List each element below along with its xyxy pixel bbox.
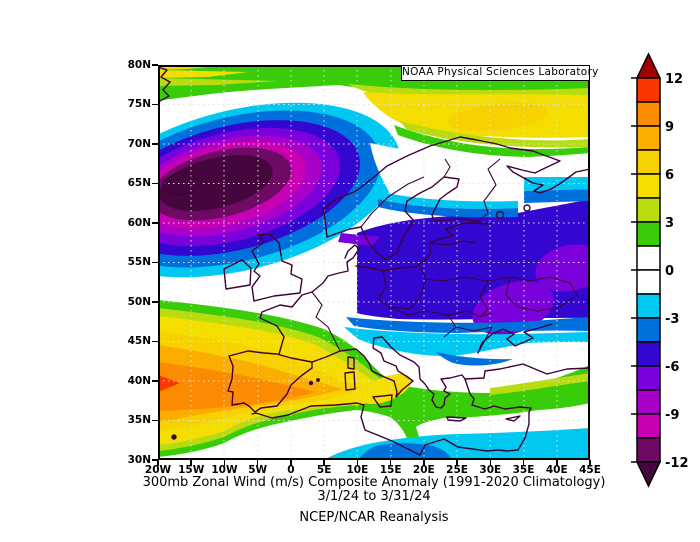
colorbar-tick-label: -6 bbox=[665, 360, 679, 375]
lat-tick-mark bbox=[152, 419, 158, 422]
lon-tick-mark bbox=[423, 460, 425, 466]
lat-tick-mark bbox=[152, 340, 158, 343]
colorbar-segment bbox=[636, 413, 661, 439]
lon-tick-mark bbox=[522, 460, 525, 466]
colorbar-tick-label: 6 bbox=[665, 168, 674, 183]
lon-tick-label: 10W bbox=[211, 464, 238, 476]
lat-tick-label: 45N bbox=[127, 335, 151, 347]
lon-tick-mark bbox=[556, 460, 558, 466]
colorbar-segment bbox=[636, 317, 661, 343]
lat-tick-mark bbox=[152, 380, 158, 382]
colorbar-segment bbox=[636, 341, 661, 367]
lat-tick-mark bbox=[152, 182, 158, 185]
lon-tick-label: 5W bbox=[248, 464, 268, 476]
lat-tick-label: 40N bbox=[127, 374, 151, 387]
colorbar-tick-label: -12 bbox=[665, 456, 689, 471]
lon-tick-label: 20E bbox=[412, 464, 435, 476]
lat-tick-label: 55N bbox=[127, 256, 151, 268]
branding-label: NOAA Physical Sciences Laboratory bbox=[402, 66, 599, 78]
lat-tick-mark bbox=[152, 222, 158, 224]
lat-tick-label: 70N bbox=[127, 137, 151, 150]
anomaly-contour-field bbox=[158, 65, 590, 460]
lon-tick-label: 15W bbox=[178, 464, 205, 476]
lon-tick-mark bbox=[489, 460, 492, 466]
lon-tick-mark bbox=[256, 460, 259, 466]
lat-tick-mark bbox=[152, 459, 158, 461]
colorbar-tick-label: -3 bbox=[665, 312, 679, 327]
lon-tick-mark bbox=[389, 460, 392, 466]
lon-tick-mark bbox=[356, 460, 359, 466]
lon-tick-mark bbox=[323, 460, 325, 466]
colorbar-segment bbox=[636, 101, 661, 127]
colorbar: 12 9 6 3 0 -3 -6 -9 -12 bbox=[628, 50, 700, 514]
lon-tick-mark bbox=[190, 460, 192, 466]
colorbar-segment bbox=[636, 125, 661, 151]
colorbar-segment bbox=[636, 221, 661, 247]
colorbar-segment bbox=[636, 197, 661, 223]
colorbar-segment bbox=[636, 389, 661, 415]
country-borders bbox=[311, 158, 579, 354]
map-panel: NOAA Physical Sciences Laboratory bbox=[158, 65, 598, 460]
lat-tick-label: 60N bbox=[127, 216, 151, 229]
colorbar-tick-label: -9 bbox=[665, 408, 679, 423]
lon-tick-label: 10E bbox=[346, 464, 369, 476]
lon-tick-label: 5E bbox=[316, 464, 332, 476]
colorbar-tick-label: 3 bbox=[665, 216, 674, 231]
colorbar-segment bbox=[636, 245, 661, 271]
lon-tick-label: 0 bbox=[287, 464, 295, 476]
coastlines bbox=[158, 66, 590, 456]
map-frame bbox=[158, 65, 590, 460]
lon-tick-label: 20W bbox=[144, 464, 172, 476]
colorbar-tick-label: 0 bbox=[665, 264, 674, 279]
lat-tick-label: 65N bbox=[127, 177, 151, 189]
lat-tick-label: 50N bbox=[127, 295, 151, 308]
plot-date-range: 3/1/24 to 3/31/24 bbox=[317, 489, 431, 504]
lat-tick-label: 80N bbox=[127, 58, 151, 71]
lon-tick-label: 45E bbox=[579, 464, 601, 476]
colorbar-segment bbox=[636, 365, 661, 391]
lat-tick-mark bbox=[152, 103, 158, 106]
lat-tick-mark bbox=[152, 301, 158, 303]
lat-tick-mark bbox=[152, 261, 158, 264]
lat-tick-mark bbox=[152, 64, 158, 66]
lon-tick-mark bbox=[157, 460, 159, 466]
lon-tick-label: 30E bbox=[479, 464, 502, 476]
colorbar-segment bbox=[636, 269, 661, 295]
lon-tick-mark bbox=[589, 460, 591, 466]
plot-title: 300mb Zonal Wind (m/s) Composite Anomaly… bbox=[142, 475, 606, 490]
branding-box: NOAA Physical Sciences Laboratory bbox=[401, 65, 598, 81]
lon-tick-mark bbox=[290, 460, 292, 466]
colorbar-segment bbox=[636, 437, 661, 463]
lon-tick-mark bbox=[456, 460, 458, 466]
colorbar-tick-label: 9 bbox=[665, 120, 674, 135]
colorbar-arrow-bottom bbox=[635, 461, 662, 488]
colorbar-segment bbox=[636, 293, 661, 319]
plot-source: NCEP/NCAR Reanalysis bbox=[299, 510, 449, 525]
lat-tick-label: 30N bbox=[127, 453, 151, 466]
lat-tick-mark bbox=[152, 143, 158, 145]
lon-tick-label: 35E bbox=[512, 464, 535, 476]
lon-tick-mark bbox=[223, 460, 226, 466]
colorbar-segment bbox=[636, 77, 661, 103]
lat-tick-label: 75N bbox=[127, 98, 151, 110]
lon-tick-label: 15E bbox=[379, 464, 402, 476]
lat-tick-label: 35N bbox=[127, 414, 151, 426]
colorbar-segment bbox=[636, 149, 661, 175]
colorbar-arrow-top bbox=[635, 52, 662, 79]
lon-tick-label: 40E bbox=[545, 464, 568, 476]
lon-tick-label: 25E bbox=[446, 464, 468, 476]
colorbar-segment bbox=[636, 173, 661, 199]
colorbar-tick-label: 12 bbox=[665, 72, 683, 87]
